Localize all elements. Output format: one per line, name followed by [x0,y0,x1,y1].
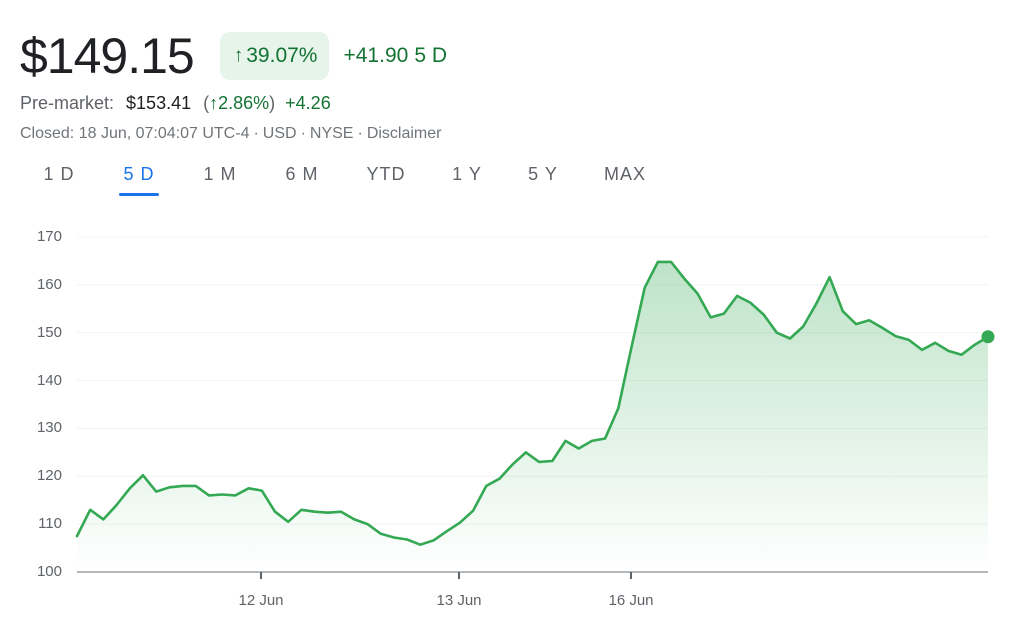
tab-1m[interactable]: 1 M [203,164,237,184]
percent-change: 39.07% [246,44,318,67]
y-axis-label: 140 [36,371,62,389]
closed-time: Closed: 18 Jun, 07:04:07 UTC-4 [20,125,250,142]
absolute-change-value: +41.90 [343,44,409,67]
premarket-percent-value: 2.86% [218,93,270,113]
market-status: Closed: 18 Jun, 07:04:07 UTC-4 · USD · NYSE ·… [20,125,441,143]
y-axis-label: 120 [36,467,62,485]
y-axis-label: 170 [36,228,62,245]
currency: USD [262,125,297,142]
tab-max[interactable]: MAX [603,164,646,184]
price-chart[interactable]: 170 160 150 140 130 120 110 100 12 Jun 13 Jun 16 J… [0,220,1021,618]
premarket-absolute: +4.26 [285,93,331,113]
y-axis-label: 150 [36,323,62,341]
premarket-percent: (↑2.86%) [203,93,275,114]
tab-1d[interactable]: 1 D [43,164,75,184]
arrow-up-icon: ↑ [233,45,244,66]
premarket-price: $153.41 [126,93,192,113]
separator: · [253,125,259,142]
y-axis-label: 110 [38,515,62,533]
x-axis-label: 16 Jun [608,592,654,609]
tab-5d[interactable]: 5 D [119,164,159,196]
price-line [75,260,990,546]
area-fill [77,261,988,572]
y-axis-label: 100 [36,563,62,580]
close-paren: ) [269,93,276,113]
arrow-up-icon: ↑ [209,93,219,113]
premarket-row: Pre-market: $153.41 (↑2.86%) +4.26 [20,93,331,114]
current-price: $149.15 [20,28,195,84]
percent-change-badge: ↑ 39.07% [219,32,330,80]
range-tabs: 1 D 5 D 1 M 6 M YTD 1 Y 5 Y MAX [30,164,650,196]
separator: · [300,125,306,142]
tab-5y[interactable]: 5 Y [528,164,558,184]
y-axis-label: 160 [36,275,62,293]
tab-ytd[interactable]: YTD [366,164,406,184]
tab-6m[interactable]: 6 M [285,164,319,184]
open-paren: ( [203,93,210,113]
price-row: $149.15 ↑ 39.07% +41.90 5 D [20,28,447,84]
premarket-label: Pre-market: [20,93,115,113]
chart-plot[interactable] [0,220,1021,618]
separator: · [357,125,363,142]
change-period: 5 D [414,44,447,67]
x-axis-label: 13 Jun [436,592,482,609]
y-axis-label: 130 [36,419,62,437]
absolute-change: +41.90 5 D [343,44,447,68]
exchange: NYSE [309,125,354,142]
disclaimer-link[interactable]: Disclaimer [366,125,442,142]
last-price-marker [981,330,995,344]
x-axis-label: 12 Jun [238,592,284,609]
tab-1y[interactable]: 1 Y [452,164,482,184]
